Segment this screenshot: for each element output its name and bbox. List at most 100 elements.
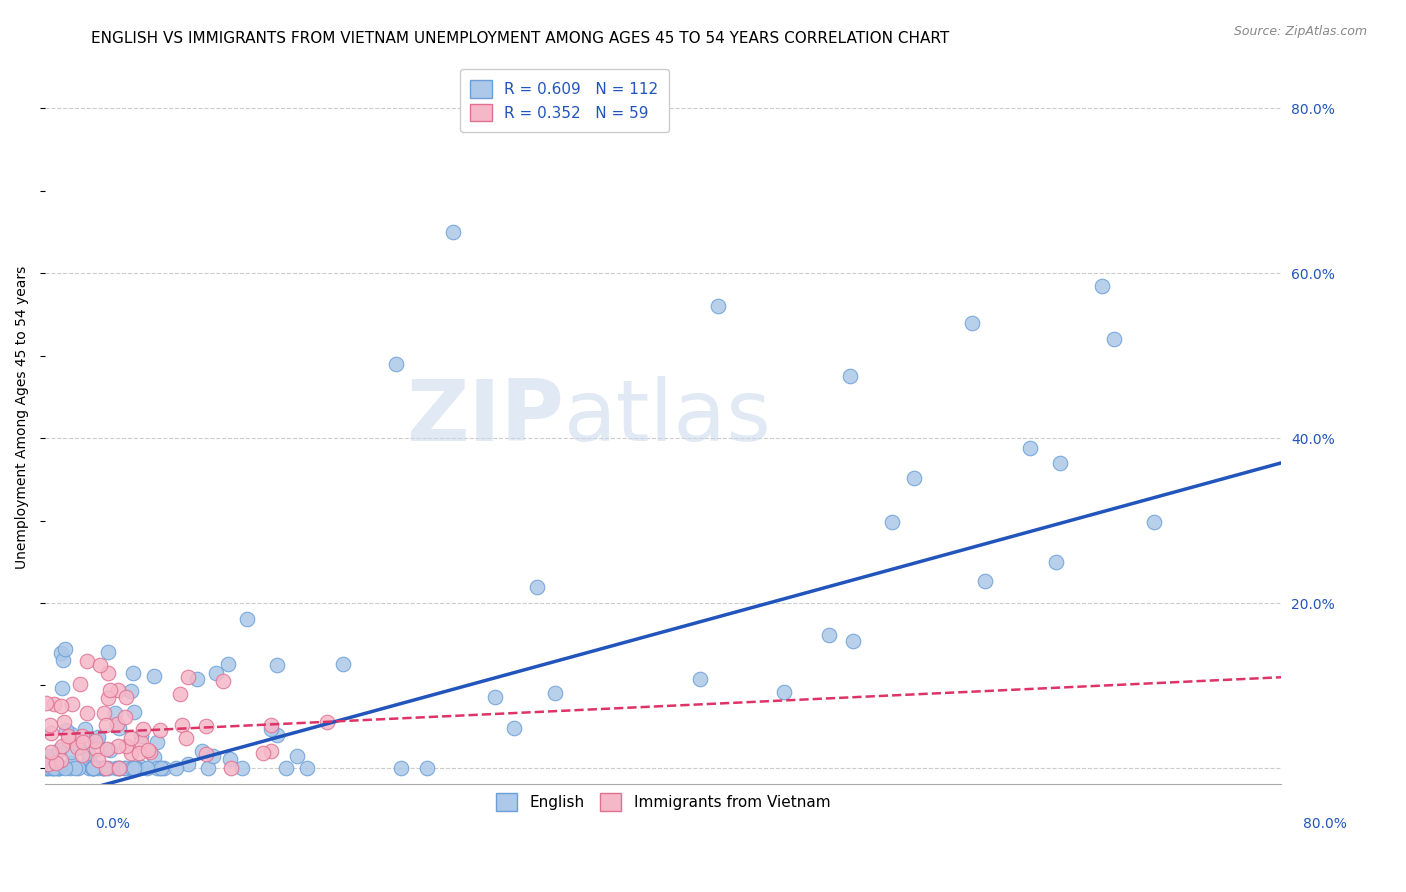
Point — [880, 515, 903, 529]
Point — [91, 761, 114, 775]
Point — [53, 715, 76, 730]
Point — [1018, 441, 1040, 455]
Text: ENGLISH VS IMMIGRANTS FROM VIETNAM UNEMPLOYMENT AMONG AGES 45 TO 54 YEARS CORREL: ENGLISH VS IMMIGRANTS FROM VIETNAM UNEMP… — [91, 31, 949, 46]
Point — [98, 742, 121, 756]
Point — [93, 761, 115, 775]
Text: 0.0%: 0.0% — [96, 817, 131, 830]
Point — [77, 761, 100, 775]
Point — [45, 756, 67, 770]
Point — [973, 574, 995, 588]
Point — [543, 685, 565, 699]
Point — [169, 687, 191, 701]
Point — [72, 729, 94, 743]
Point — [115, 690, 138, 705]
Point — [42, 697, 65, 711]
Point — [98, 683, 121, 698]
Point — [842, 633, 865, 648]
Point — [34, 761, 56, 775]
Point — [112, 761, 135, 775]
Point — [87, 730, 110, 744]
Point — [689, 672, 711, 686]
Point — [76, 706, 98, 721]
Point — [37, 757, 59, 772]
Point — [706, 299, 728, 313]
Point — [818, 628, 841, 642]
Point — [93, 761, 115, 775]
Point — [48, 761, 70, 775]
Point — [217, 657, 239, 671]
Legend: English, Immigrants from Vietnam: English, Immigrants from Vietnam — [489, 788, 837, 817]
Point — [316, 715, 339, 730]
Point — [218, 752, 240, 766]
Point — [441, 225, 464, 239]
Point — [231, 761, 253, 775]
Point — [84, 741, 107, 756]
Point — [97, 761, 120, 775]
Point — [385, 357, 408, 371]
Point — [39, 745, 62, 759]
Point — [129, 735, 152, 749]
Point — [49, 699, 72, 714]
Point — [86, 761, 108, 775]
Point — [484, 690, 506, 704]
Point — [120, 684, 142, 698]
Point — [266, 729, 288, 743]
Point — [122, 761, 145, 775]
Point — [56, 733, 79, 747]
Point — [149, 723, 172, 737]
Point — [205, 666, 228, 681]
Point — [143, 669, 166, 683]
Point — [96, 717, 118, 731]
Point — [96, 742, 118, 756]
Text: Source: ZipAtlas.com: Source: ZipAtlas.com — [1233, 25, 1367, 38]
Point — [63, 761, 86, 775]
Point — [177, 757, 200, 772]
Point — [197, 761, 219, 775]
Point — [72, 735, 94, 749]
Point — [77, 752, 100, 766]
Point — [416, 761, 439, 775]
Point — [1049, 456, 1071, 470]
Point — [76, 654, 98, 668]
Point — [45, 761, 67, 775]
Point — [502, 721, 524, 735]
Point — [194, 719, 217, 733]
Point — [142, 749, 165, 764]
Point — [94, 761, 117, 775]
Point — [51, 681, 73, 696]
Point — [52, 652, 75, 666]
Point — [139, 745, 162, 759]
Point — [49, 753, 72, 767]
Point — [260, 722, 283, 736]
Point — [35, 749, 58, 764]
Point — [115, 761, 138, 775]
Point — [152, 761, 174, 775]
Point — [60, 697, 83, 711]
Point — [149, 761, 172, 775]
Point — [97, 666, 120, 681]
Point — [65, 739, 87, 754]
Point — [260, 744, 283, 758]
Point — [107, 682, 129, 697]
Point — [124, 705, 146, 719]
Point — [128, 746, 150, 760]
Point — [83, 733, 105, 747]
Point — [108, 761, 131, 775]
Point — [39, 726, 62, 740]
Point — [55, 723, 77, 737]
Point — [903, 471, 925, 485]
Point — [526, 580, 548, 594]
Point — [1090, 278, 1112, 293]
Point — [125, 761, 148, 775]
Point — [87, 754, 110, 768]
Text: 80.0%: 80.0% — [1303, 817, 1347, 830]
Y-axis label: Unemployment Among Ages 45 to 54 years: Unemployment Among Ages 45 to 54 years — [15, 266, 30, 569]
Point — [35, 696, 58, 710]
Point — [120, 731, 142, 745]
Point — [170, 717, 193, 731]
Point — [108, 761, 131, 775]
Text: ZIP: ZIP — [406, 376, 564, 459]
Point — [86, 733, 108, 747]
Point — [58, 730, 80, 744]
Point — [60, 745, 83, 759]
